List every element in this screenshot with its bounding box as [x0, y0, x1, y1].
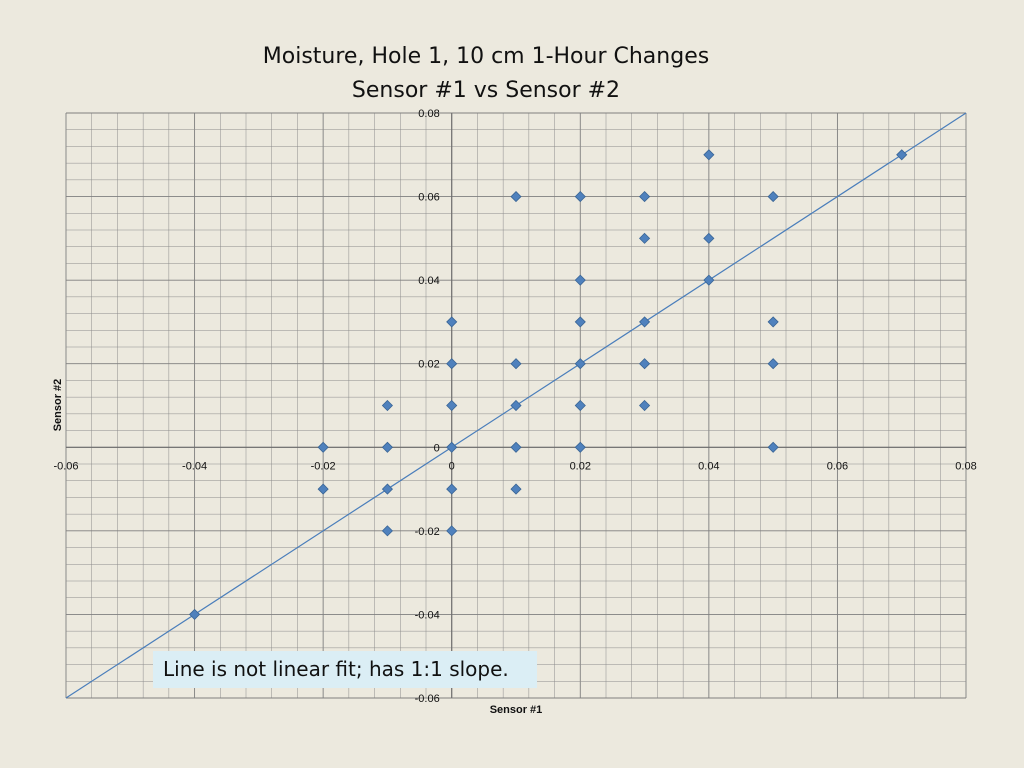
data-point — [574, 274, 586, 286]
x-tick-label: 0.08 — [955, 460, 976, 472]
y-tick-label: 0.02 — [418, 359, 439, 371]
data-point — [189, 608, 201, 620]
data-point — [574, 316, 586, 328]
x-tick-label: -0.04 — [182, 460, 207, 472]
data-point — [510, 399, 522, 412]
y-tick-label: 0.08 — [418, 108, 439, 120]
y-tick-labels: -0.06 -0.04 -0.02 0 0.02 0.04 0.06 0.08 — [415, 108, 440, 705]
data-point — [317, 483, 329, 495]
data-point — [446, 358, 458, 370]
data-point — [446, 399, 458, 412]
y-tick-label: 0.06 — [418, 192, 439, 204]
x-tick-label: -0.02 — [311, 460, 336, 472]
data-point — [381, 483, 393, 495]
chart-title-block: Moisture, Hole 1, 10 cm 1-Hour Changes S… — [0, 40, 972, 108]
y-tick-label: -0.04 — [415, 609, 440, 621]
x-tick-label: -0.06 — [53, 460, 78, 472]
y-tick-label: 0.04 — [418, 275, 439, 287]
y-tick-label: 0 — [434, 442, 440, 454]
data-point — [639, 399, 651, 412]
annotation-callout: Line is not linear fit; has 1:1 slope. — [153, 651, 537, 688]
x-tick-labels: -0.06 -0.04 -0.02 0 0.02 0.04 0.06 0.08 — [53, 460, 976, 472]
data-point — [639, 316, 651, 328]
data-point — [767, 441, 779, 453]
data-point — [381, 399, 393, 412]
data-point — [767, 358, 779, 370]
data-point — [767, 316, 779, 328]
data-point — [574, 441, 586, 453]
data-point — [381, 525, 393, 537]
data-point — [703, 232, 715, 244]
data-point — [381, 441, 393, 453]
chart-title: Moisture, Hole 1, 10 cm 1-Hour Changes — [262, 44, 710, 69]
x-tick-label: 0 — [449, 460, 455, 472]
x-tick-label: 0.06 — [827, 460, 848, 472]
data-point — [703, 149, 715, 161]
data-point — [446, 316, 458, 328]
data-point — [703, 274, 715, 286]
x-tick-label: 0.02 — [570, 460, 591, 472]
data-point — [574, 358, 586, 370]
data-point — [510, 441, 522, 453]
data-point — [317, 441, 329, 453]
data-point — [639, 358, 651, 370]
y-axis-label: Sensor #2 — [52, 379, 64, 432]
data-point — [574, 191, 586, 203]
x-axis-label: Sensor #1 — [490, 704, 543, 716]
data-points — [189, 149, 908, 620]
data-point — [446, 441, 458, 453]
x-tick-label: 0.04 — [698, 460, 719, 472]
data-point — [510, 358, 522, 370]
data-point — [896, 149, 908, 161]
data-point — [446, 483, 458, 495]
data-point — [639, 191, 651, 203]
data-point — [767, 191, 779, 203]
y-tick-label: -0.02 — [415, 526, 440, 538]
data-point — [574, 399, 586, 412]
data-point — [510, 483, 522, 495]
data-point — [639, 232, 651, 244]
data-point — [446, 525, 458, 537]
chart-subtitle: Sensor #1 vs Sensor #2 — [351, 78, 621, 103]
data-point — [510, 191, 522, 203]
y-tick-label: -0.06 — [415, 693, 440, 705]
